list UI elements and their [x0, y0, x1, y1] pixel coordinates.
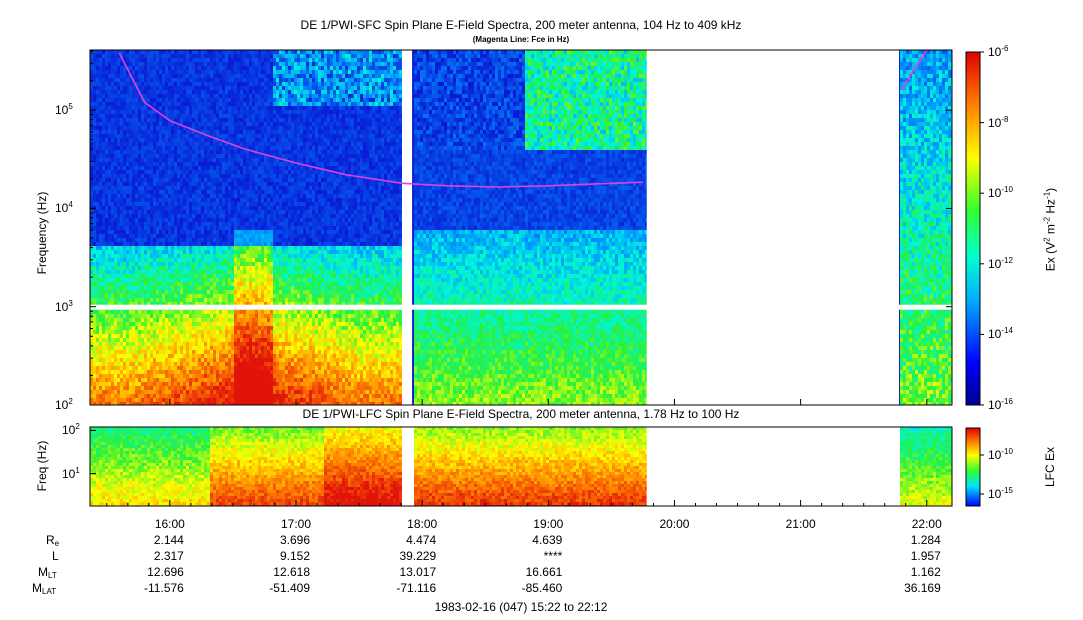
sfc-ytick-label-0: 102: [55, 397, 73, 412]
lfc-data-gap-0: [402, 427, 412, 506]
ephemeris-value: 1.284: [881, 533, 941, 547]
sfc-ytick-label-1: 103: [55, 299, 73, 314]
ephemeris-value: 36.169: [881, 581, 941, 595]
ephemeris-value: 4.474: [376, 533, 436, 547]
ephemeris-label-l: L: [52, 549, 59, 563]
sfc-colorbar-label: Ex (V2 m-2 Hz-1): [1043, 170, 1058, 290]
lfc-spectrogram-cells: [90, 427, 954, 508]
ephemeris-value: 3.696: [250, 533, 310, 547]
ephemeris-value: 4.639: [502, 533, 562, 547]
sfc-spectrogram-cells: [90, 50, 954, 406]
ephemeris-value: 16.661: [502, 565, 562, 579]
ephemeris-value: -51.409: [250, 581, 310, 595]
lfc-y-axis-label: Freq (Hz): [35, 426, 49, 506]
lfc-data-gap-1: [647, 427, 899, 506]
ephemeris-value: -11.576: [124, 581, 184, 595]
lfc-chart-title: DE 1/PWI-LFC Spin Plane E-Field Spectra,…: [90, 407, 952, 421]
lfc-cbar-tick-label-0: 10-10: [988, 447, 1013, 462]
xtick-label-3: 19:00: [528, 517, 568, 531]
ephemeris-value: -85.460: [502, 581, 562, 595]
ephemeris-label-re: Re: [46, 533, 59, 548]
ephemeris-label-mlat: MLAT: [32, 581, 56, 596]
lfc-colorbar: [966, 428, 980, 506]
sfc-cbar-tick-label-2: 10-10: [988, 185, 1013, 200]
xtick-label-5: 21:00: [781, 517, 821, 531]
sfc-y-axis-label: Frequency (Hz): [35, 173, 49, 293]
ephemeris-label-mlt: MLT: [38, 565, 57, 580]
ephemeris-value: 12.696: [124, 565, 184, 579]
lfc-cbar-tick-label-1: 10-15: [988, 486, 1013, 501]
lfc-colorbar-label: LFC Ex: [1043, 427, 1057, 507]
lfc-ytick-label-1: 101: [62, 466, 80, 481]
sfc-cbar-tick-label-3: 10-12: [988, 256, 1013, 271]
time-range-footer: 1983-02-16 (047) 15:22 to 22:12: [90, 600, 952, 614]
sfc-colorbar: [966, 52, 980, 405]
sfc-cbar-tick-label-1: 10-8: [988, 115, 1008, 130]
ephemeris-value: 12.618: [250, 565, 310, 579]
sfc-cbar-tick-label-5: 10-16: [988, 397, 1013, 412]
ephemeris-value: 1.957: [881, 549, 941, 563]
sfc-data-gap-0: [402, 50, 412, 405]
xtick-label-4: 20:00: [654, 517, 694, 531]
ephemeris-value: 2.317: [124, 549, 184, 563]
sfc-ytick-label-3: 105: [55, 102, 73, 117]
sfc-cbar-tick-label-4: 10-14: [988, 326, 1013, 341]
xtick-label-2: 18:00: [402, 517, 442, 531]
ephemeris-value: -71.116: [376, 581, 436, 595]
xtick-label-6: 22:00: [907, 517, 947, 531]
sfc-data-gap-1: [647, 50, 899, 405]
xtick-label-0: 16:00: [150, 517, 190, 531]
sfc-cbar-tick-label-0: 10-6: [988, 44, 1008, 59]
lfc-ytick-label-0: 102: [62, 422, 80, 437]
ephemeris-value: 9.152: [250, 549, 310, 563]
xtick-label-1: 17:00: [276, 517, 316, 531]
ephemeris-value: 1.162: [881, 565, 941, 579]
ephemeris-value: 13.017: [376, 565, 436, 579]
ephemeris-value: 39.229: [376, 549, 436, 563]
sfc-ytick-label-2: 104: [55, 200, 73, 215]
ephemeris-value: 2.144: [124, 533, 184, 547]
ephemeris-value: ****: [502, 549, 562, 563]
